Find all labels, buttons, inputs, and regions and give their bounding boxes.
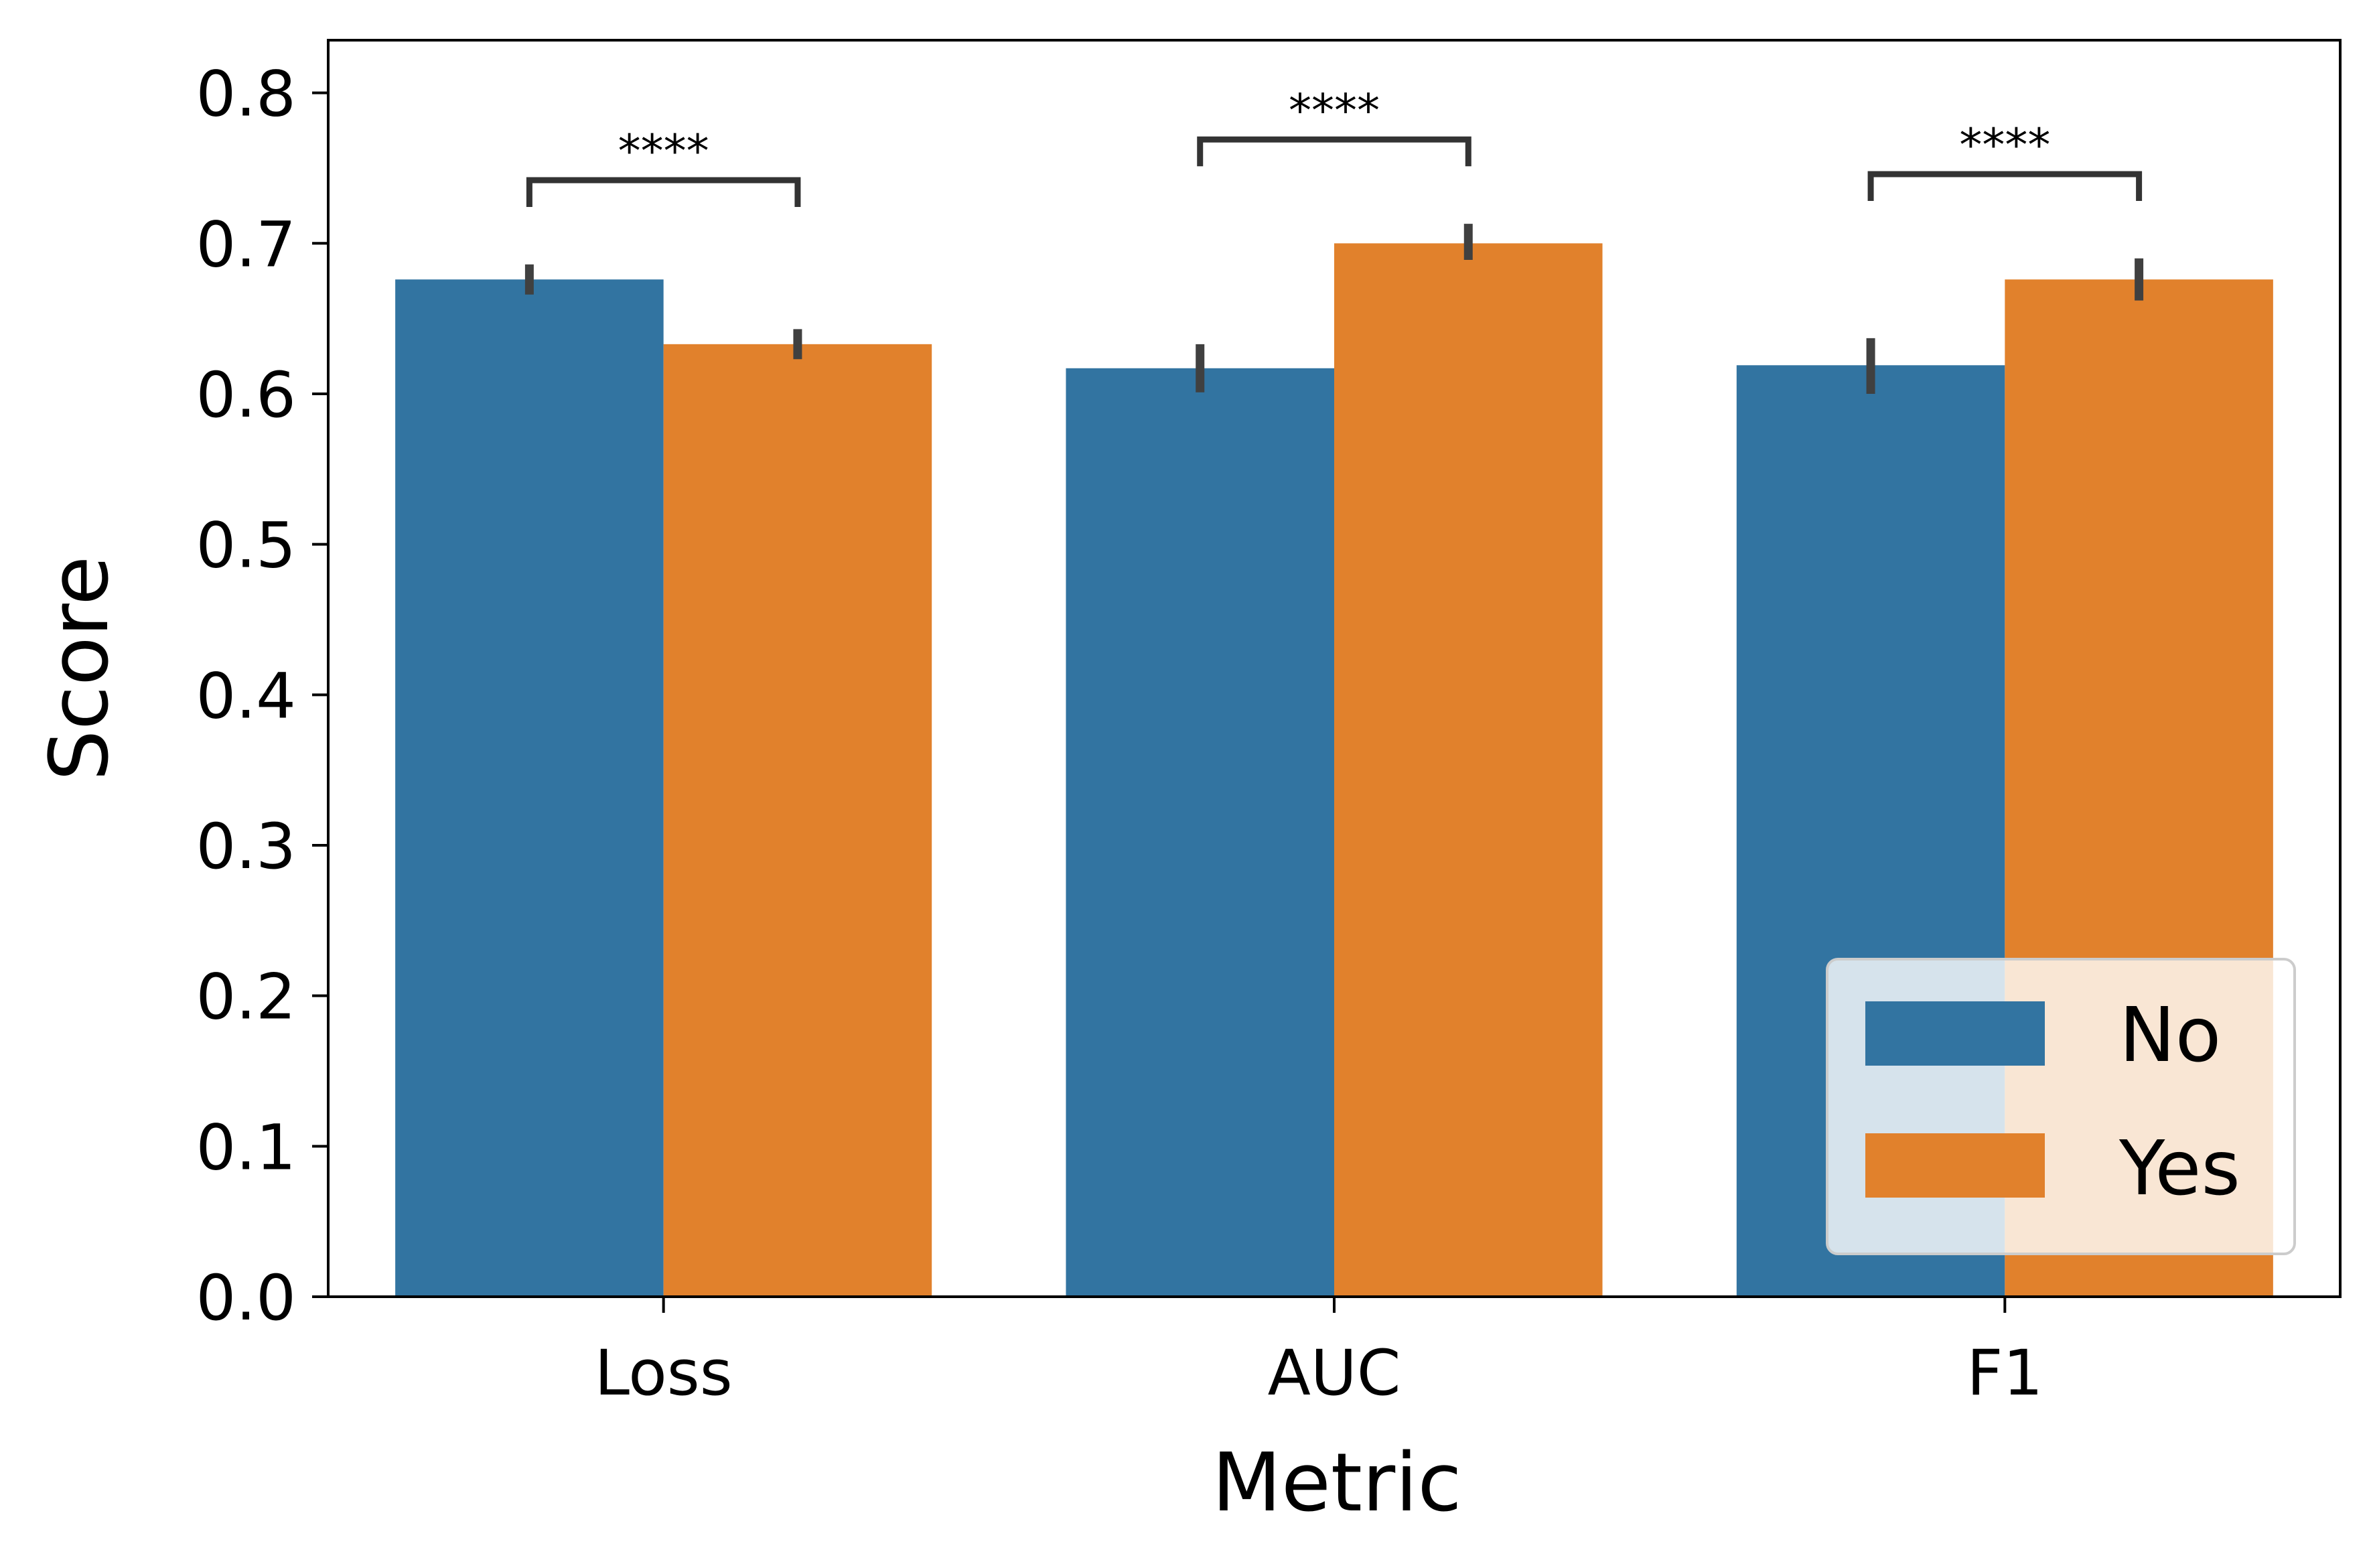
y-axis-ticks: 0.0 0.1 0.2 0.3 0.4 0.5 0.6 0.7 0.8 [196,58,328,1335]
y-tick-label: 0.7 [196,208,297,281]
y-tick-label: 0.4 [196,660,297,733]
significance-bracket-auc [1197,136,1471,167]
y-tick-label: 0.0 [196,1262,297,1335]
bars-layer [395,243,2273,1297]
y-axis-title: Score [33,556,127,781]
y-tick-label: 0.2 [196,961,297,1034]
significance-label-f1: **** [1959,119,2050,172]
legend-swatch-no [1865,1001,2045,1066]
y-tick-label: 0.1 [196,1111,297,1184]
legend: No Yes [1826,958,2296,1255]
y-tick-label: 0.5 [196,510,297,583]
legend-label-no: No [2119,992,2221,1079]
legend-label-yes: Yes [2118,1125,2240,1212]
y-tick-label: 0.6 [196,359,297,432]
bar-no-auc [1066,368,1334,1297]
bar-yes-loss [663,344,932,1297]
x-tick-label-auc: AUC [1268,1337,1401,1410]
y-tick-label: 0.3 [196,810,297,883]
x-tick-label-f1: F1 [1966,1337,2043,1410]
significance-label-loss: **** [618,125,709,178]
y-tick-label: 0.8 [196,58,297,131]
bar-no-loss [395,279,664,1297]
bar-yes-auc [1334,243,1603,1297]
x-axis-title: Metric [1212,1437,1461,1530]
significance-label-auc: **** [1289,84,1380,137]
significance-layer: **** **** **** [526,84,2143,207]
x-axis-ticks: Loss AUC F1 [595,1297,2043,1410]
legend-swatch-yes [1865,1133,2045,1198]
error-bars-layer [524,224,2144,394]
x-tick-label-loss: Loss [595,1337,733,1410]
significance-bracket-loss [526,177,801,207]
significance-bracket-f1 [1867,171,2143,201]
